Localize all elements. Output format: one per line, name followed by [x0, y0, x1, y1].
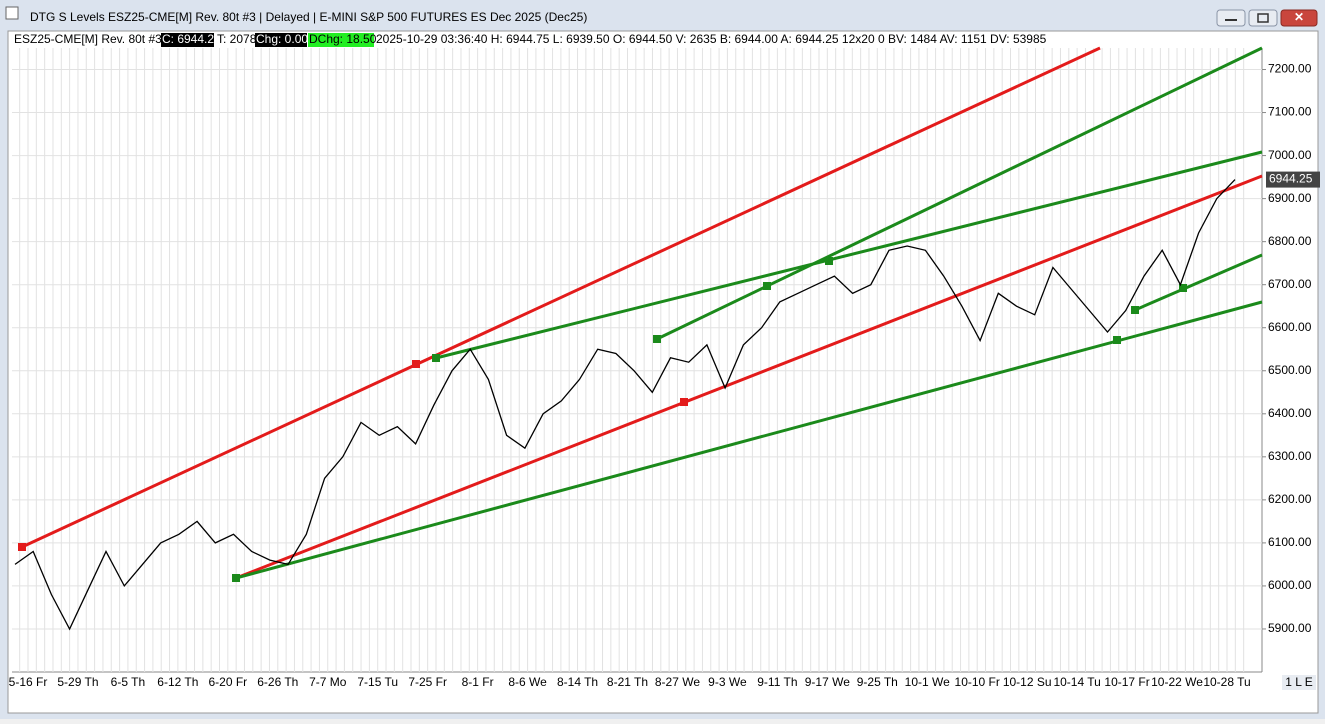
y-tick-label: 6600.00 [1268, 320, 1312, 334]
anchor-point [18, 543, 26, 551]
x-tick-label: 5-29 Th [57, 675, 98, 689]
x-tick-label: 5-16 Fr [9, 675, 48, 689]
x-tick-label: 10-14 Tu [1053, 675, 1100, 689]
x-tick-label: 9-25 Th [857, 675, 898, 689]
info-change: Chg: 0.00 [256, 32, 308, 46]
x-tick-label: 7-7 Mo [309, 675, 347, 689]
trendline [435, 150, 1263, 360]
anchor-point [653, 335, 661, 343]
anchor-point [680, 398, 688, 406]
anchor-point [1113, 336, 1121, 344]
info-dchange-bg [308, 33, 374, 47]
x-tick-label: 7-15 Tu [357, 675, 398, 689]
x-tick-label: 8-14 Th [557, 675, 598, 689]
y-tick-label: 7100.00 [1268, 105, 1312, 119]
app-icon [5, 6, 19, 20]
info-close-bg [161, 33, 214, 47]
x-tick-label: 10-17 Fr [1104, 675, 1149, 689]
info-change-bg [255, 33, 307, 47]
x-tick-label: 8-27 We [655, 675, 700, 689]
x-tick-label: 8-1 Fr [462, 675, 494, 689]
anchor-point [232, 574, 240, 582]
anchor-point [1131, 306, 1139, 314]
x-tick-label: 8-6 We [508, 675, 547, 689]
y-tick-label: 6800.00 [1268, 234, 1312, 248]
trendline [656, 46, 1263, 341]
info-ticks: T: 2078 [217, 32, 257, 46]
info-bar: ESZ25-CME[M] Rev. 80t #3 C: 6944.25 T: 2… [14, 32, 1047, 47]
maximize-button[interactable] [1248, 9, 1278, 27]
trendline [235, 300, 1263, 580]
x-tick-label: 6-5 Th [111, 675, 145, 689]
trendlines [21, 46, 1263, 580]
x-tick-label: 9-11 Th [757, 675, 797, 689]
y-tick-label: 6100.00 [1268, 535, 1312, 549]
x-tick-label: 6-26 Th [257, 675, 298, 689]
x-tick-label: 10-12 Su [1003, 675, 1052, 689]
y-tick-label: 6400.00 [1268, 406, 1312, 420]
trendline [235, 174, 1263, 580]
info-close: C: 6944.25 [162, 32, 221, 46]
window-title: DTG S Levels ESZ25-CME[M] Rev. 80t #3 | … [30, 10, 587, 24]
last-price-box [1266, 171, 1320, 188]
y-tick-label: 7000.00 [1268, 148, 1312, 162]
info-details: 2025-10-29 03:36:40 H: 6944.75 L: 6939.5… [376, 32, 1047, 46]
price-line [14, 179, 1236, 631]
info-symbol: ESZ25-CME[M] Rev. 80t #3 [14, 32, 162, 46]
status-box [1282, 675, 1316, 690]
x-tick-label: 6-12 Th [157, 675, 198, 689]
x-tick-label: 10-28 Tu [1203, 675, 1250, 689]
y-tick-label: 5900.00 [1268, 621, 1312, 635]
y-tick-label: 6500.00 [1268, 363, 1312, 377]
info-day-change: DChg: 18.50 [309, 32, 377, 46]
x-tick-label: 10-22 We [1151, 675, 1203, 689]
anchor-point [1179, 284, 1187, 292]
x-tick-label: 6-20 Fr [208, 675, 247, 689]
y-tick-label: 6000.00 [1268, 578, 1312, 592]
y-tick-label: 6300.00 [1268, 449, 1312, 463]
trendline [1134, 253, 1263, 312]
x-tick-label: 9-17 We [805, 675, 850, 689]
close-button[interactable] [1280, 9, 1318, 27]
y-tick-label: 6700.00 [1268, 277, 1312, 291]
trendline [21, 46, 1101, 549]
anchor-point [412, 360, 420, 368]
minimize-button[interactable] [1216, 9, 1246, 27]
anchor-point [432, 354, 440, 362]
anchor-point [763, 282, 771, 290]
x-tick-label: 9-3 We [708, 675, 747, 689]
last-price-label: 6944.25 [1269, 172, 1313, 186]
x-tick-label: 7-25 Fr [408, 675, 447, 689]
y-tick-label: 7200.00 [1268, 62, 1312, 76]
y-tick-label: 6200.00 [1268, 492, 1312, 506]
y-tick-label: 6900.00 [1268, 191, 1312, 205]
svg-text:✕: ✕ [1294, 10, 1304, 24]
x-tick-label: 10-1 We [905, 675, 950, 689]
x-tick-label: 10-10 Fr [955, 675, 1000, 689]
anchor-point [825, 257, 833, 265]
x-tick-label: 8-21 Th [607, 675, 648, 689]
status: 1 L E [1285, 675, 1313, 689]
